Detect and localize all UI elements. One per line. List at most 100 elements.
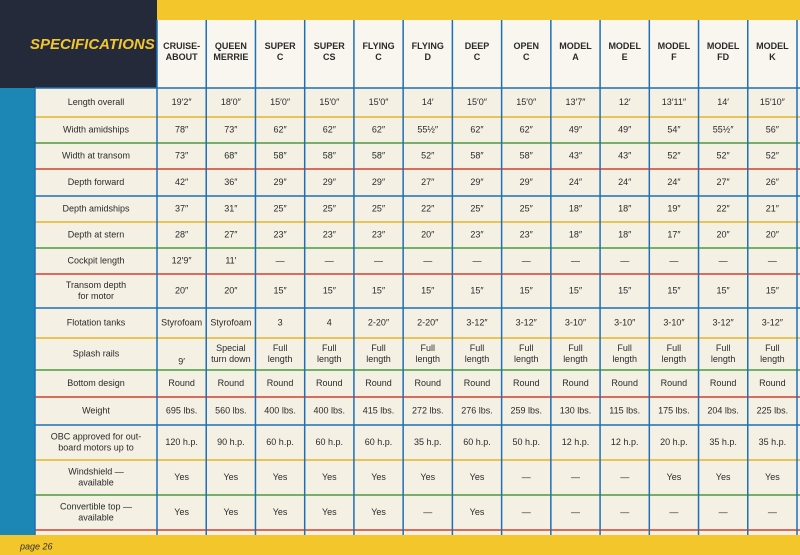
- cell: 62″: [323, 124, 337, 134]
- cell: —: [571, 507, 580, 517]
- cell: 12 h.p.: [562, 437, 590, 447]
- cell: 25″: [470, 203, 484, 213]
- cell: Round: [611, 378, 638, 388]
- cell: 3-12″: [516, 317, 538, 327]
- cell: 18″: [618, 229, 632, 239]
- cell: 204 lbs.: [707, 405, 739, 415]
- cell: 115 lbs.: [609, 405, 640, 415]
- cell: 3-12″: [713, 317, 735, 327]
- cell: 12 h.p.: [611, 437, 639, 447]
- cell: —: [522, 472, 531, 482]
- cell: 29″: [323, 177, 337, 187]
- cell: 22″: [717, 203, 731, 213]
- header-bg: [157, 20, 800, 88]
- cell: 23″: [470, 229, 484, 239]
- cell: 276 lbs.: [461, 405, 493, 415]
- cell: 23″: [520, 229, 534, 239]
- cell: length: [662, 354, 687, 364]
- cell: 78″: [175, 124, 189, 134]
- cell: —: [325, 255, 334, 265]
- cell: 58″: [323, 150, 337, 160]
- cell: —: [423, 255, 432, 265]
- cell: Yes: [224, 507, 239, 517]
- cell: —: [719, 507, 728, 517]
- cell: 19′2″: [172, 97, 193, 107]
- cell: 400 lbs.: [264, 405, 296, 415]
- cell: 73″: [175, 150, 189, 160]
- cell: 130 lbs.: [560, 405, 592, 415]
- column-header: SUPER: [314, 41, 346, 51]
- cell: 60 h.p.: [266, 437, 294, 447]
- cell: 42″: [175, 177, 189, 187]
- cell: length: [760, 354, 785, 364]
- cell: —: [571, 255, 580, 265]
- cell: Full: [273, 343, 288, 353]
- cell: length: [416, 354, 441, 364]
- cell: Full: [568, 343, 583, 353]
- cell: 54″: [667, 124, 681, 134]
- cell: Round: [365, 378, 392, 388]
- column-header: CRUISE-: [163, 41, 200, 51]
- cell: 21″: [766, 203, 780, 213]
- cell: 60 h.p.: [365, 437, 393, 447]
- cell: Full: [617, 343, 632, 353]
- column-header: C: [375, 52, 382, 62]
- row-label: for motor: [78, 291, 114, 301]
- cell: 22″: [421, 203, 435, 213]
- column-header: C: [523, 52, 530, 62]
- column-header: DEEP: [465, 41, 490, 51]
- cell: 27″: [421, 177, 435, 187]
- cell: length: [563, 354, 588, 364]
- cell: 62″: [470, 124, 484, 134]
- cell: 31″: [224, 203, 238, 213]
- cell: 15′0″: [319, 97, 340, 107]
- cell: 13′11″: [662, 97, 687, 107]
- cell: 15″: [273, 285, 287, 295]
- cell: Yes: [420, 472, 435, 482]
- cell: 68″: [224, 150, 238, 160]
- column-header: FD: [717, 52, 729, 62]
- cell: 15″: [323, 285, 337, 295]
- cell: 35 h.p.: [414, 437, 442, 447]
- cell: Styrofoam: [210, 317, 251, 327]
- cell: 52″: [766, 150, 780, 160]
- row-label: Windshield —: [68, 466, 124, 476]
- cell: Yes: [174, 507, 189, 517]
- side-strip: [0, 88, 35, 535]
- row-label: OBC approved for out-: [51, 431, 142, 441]
- cell: 18″: [569, 203, 583, 213]
- cell: Full: [765, 343, 780, 353]
- cell: 415 lbs.: [363, 405, 395, 415]
- cell: 15′0″: [270, 97, 291, 107]
- column-header: C: [474, 52, 481, 62]
- cell: —: [719, 255, 728, 265]
- cell: Full: [519, 343, 534, 353]
- row-label: available: [78, 477, 114, 487]
- cell: length: [612, 354, 637, 364]
- cell: 58″: [520, 150, 534, 160]
- cell: Yes: [470, 472, 485, 482]
- column-header: MODEL: [608, 41, 641, 51]
- cell: 120 h.p.: [165, 437, 198, 447]
- column-header: SUPER: [265, 41, 297, 51]
- cell: Yes: [667, 472, 682, 482]
- column-header: QUEEN: [215, 41, 247, 51]
- column-header: A: [572, 52, 579, 62]
- cell: 55½″: [713, 124, 735, 134]
- cell: Round: [710, 378, 737, 388]
- row-label: Depth amidships: [62, 203, 130, 213]
- cell: 15″: [766, 285, 780, 295]
- cell: 60 h.p.: [463, 437, 491, 447]
- cell: length: [317, 354, 342, 364]
- cell: 26″: [766, 177, 780, 187]
- cell: 52″: [421, 150, 435, 160]
- cell: 24″: [618, 177, 632, 187]
- row-label: Depth at stern: [68, 229, 125, 239]
- cell: Full: [371, 343, 386, 353]
- cell: 23″: [273, 229, 287, 239]
- cell: 49″: [618, 124, 632, 134]
- cell: 15″: [520, 285, 534, 295]
- cell: Round: [267, 378, 294, 388]
- cell: 15′0″: [467, 97, 488, 107]
